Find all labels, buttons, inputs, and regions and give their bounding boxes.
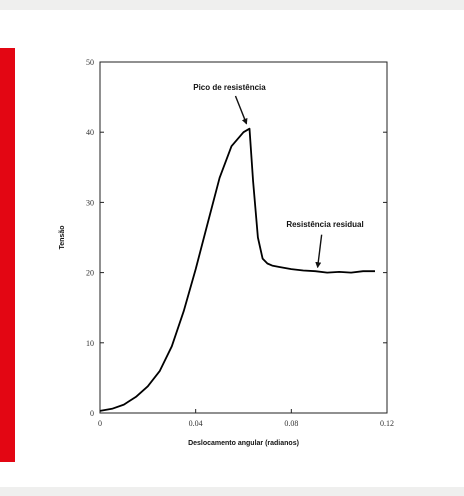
x-ticks: 0 0.04 0.08 0.12 [98, 409, 394, 428]
annotation-arrow-peak [234, 95, 248, 125]
red-side-bar [0, 48, 15, 462]
x-tick-label: 0.04 [189, 419, 203, 428]
bottom-band [0, 487, 464, 496]
y-tick-label: 40 [86, 128, 94, 137]
y-tick-label: 10 [86, 339, 94, 348]
y-ticks: 0 10 20 30 40 50 [86, 58, 387, 418]
x-axis-title: Deslocamento angular (radianos) [188, 440, 299, 447]
annotation-arrow-residual [315, 234, 323, 269]
y-tick-label: 30 [86, 198, 94, 207]
top-band [0, 0, 464, 10]
y-axis-title: Tensão [59, 226, 66, 250]
series-layer [99, 127, 375, 412]
annotation-layer: Pico de resistência Resistência residual [193, 83, 364, 269]
y-tick-label: 20 [86, 269, 94, 278]
y-tick-label: 50 [86, 58, 94, 67]
series-line [99, 127, 375, 412]
x-tick-label: 0.12 [380, 419, 394, 428]
plot-border [99, 61, 388, 414]
annotation-label-peak: Pico de resistência [193, 83, 266, 92]
plot-frame [99, 61, 388, 414]
y-tick-label: 0 [90, 409, 94, 418]
annotation-label-residual: Resistência residual [286, 220, 363, 229]
x-tick-label: 0.08 [284, 419, 298, 428]
x-tick-label: 0 [98, 419, 102, 428]
